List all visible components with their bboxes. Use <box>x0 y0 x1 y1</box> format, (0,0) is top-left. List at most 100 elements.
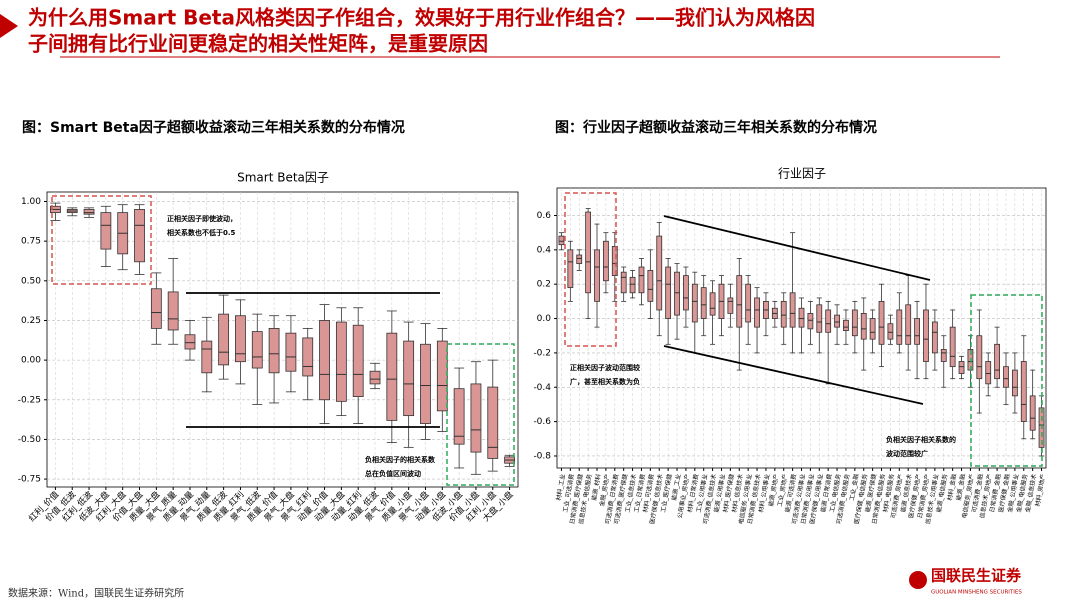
y-tick-label: -0.50 <box>18 435 42 445</box>
box <box>896 309 903 345</box>
box <box>878 300 885 345</box>
chart-title: 行业因子 <box>778 167 826 181</box>
logo-en: GUOLIAN MINSHENG SECURITIES <box>931 590 1022 596</box>
box <box>931 321 938 354</box>
box <box>851 309 858 337</box>
box <box>816 304 823 333</box>
box <box>487 386 499 459</box>
plot-frame <box>46 191 519 488</box>
box <box>700 287 707 319</box>
box <box>985 361 992 385</box>
source: 数据来源：Wind，国联民生证券研究所 <box>8 587 184 600</box>
box <box>905 304 912 345</box>
y-tick-label: -0.6 <box>533 417 551 427</box>
box <box>949 326 956 368</box>
box <box>1029 395 1036 431</box>
box <box>860 312 867 340</box>
slide-title-line: 子间拥有比行业间更稳定的相关性矩阵，是重要原因 <box>28 32 488 56</box>
box <box>576 254 583 264</box>
box <box>665 266 672 319</box>
highlight-box <box>564 192 617 347</box>
annotation: 波动范围较广 <box>886 449 928 458</box>
box <box>976 335 983 380</box>
box <box>825 309 832 333</box>
box <box>352 324 364 397</box>
box <box>453 388 465 445</box>
y-tick-label: 0.25 <box>21 316 41 326</box>
y-tick-label: -0.4 <box>533 383 551 393</box>
box <box>470 383 482 453</box>
box <box>150 288 162 329</box>
box <box>184 334 196 350</box>
y-tick-label: 0.6 <box>537 211 552 221</box>
box <box>83 209 95 215</box>
box <box>638 266 645 294</box>
box <box>558 235 565 246</box>
box <box>567 249 574 289</box>
box <box>789 292 796 328</box>
annotation: 负相关因子相关系数的 <box>886 435 956 444</box>
annotation: 总在负值区间波动 <box>365 469 421 478</box>
annotation: 正相关因子波动范围较 <box>570 363 641 372</box>
highlight-box <box>446 343 515 486</box>
guide-line <box>663 345 924 405</box>
y-tick-label: 0.0 <box>537 314 552 324</box>
box <box>218 313 230 366</box>
box <box>201 340 213 374</box>
box <box>167 291 179 331</box>
guide-line <box>663 215 931 281</box>
box <box>869 318 876 340</box>
box <box>302 337 314 377</box>
y-tick-label: 1.00 <box>21 197 41 207</box>
box <box>603 240 609 282</box>
box <box>594 249 600 302</box>
box <box>691 283 698 323</box>
box <box>656 235 663 311</box>
box <box>268 327 280 374</box>
box <box>914 318 920 345</box>
box <box>923 309 929 362</box>
box <box>134 209 145 263</box>
box <box>736 275 743 328</box>
box <box>674 271 680 316</box>
box <box>727 297 734 314</box>
box <box>386 332 398 421</box>
box <box>754 297 760 328</box>
box <box>887 323 894 340</box>
y-tick-label: 0.75 <box>21 237 41 247</box>
y-tick-label: 0.2 <box>537 280 551 290</box>
y-tick-label: 0.00 <box>21 356 41 366</box>
box <box>1011 369 1018 397</box>
y-tick-label: 0.4 <box>537 245 552 255</box>
box <box>403 340 415 417</box>
highlight-box <box>970 294 1043 467</box>
box <box>834 314 840 328</box>
box <box>369 370 381 385</box>
y-tick-label: -0.25 <box>18 395 41 405</box>
y-tick-label: 0.50 <box>21 276 41 286</box>
box <box>709 292 716 316</box>
box <box>620 271 627 294</box>
box <box>807 312 814 330</box>
box <box>994 343 1000 380</box>
box <box>745 283 752 323</box>
logo: 国联民生证券 <box>931 567 1022 585</box>
box <box>285 332 297 372</box>
chart-title: Smart Beta因子 <box>237 171 329 185</box>
box <box>1003 366 1009 388</box>
box <box>958 361 965 374</box>
box <box>436 340 448 412</box>
caption: 图：行业因子超额收益滚动三年相关系数的分布情况 <box>555 119 877 136</box>
box <box>319 320 330 401</box>
annotation: 广，甚至相关系数为负 <box>570 377 640 386</box>
y-tick-label: -0.75 <box>18 475 41 485</box>
slide-title-line: 为什么用Smart Beta风格类因子作组合，效果好于用行业作组合？——我们认为… <box>28 6 815 30</box>
box <box>100 212 112 250</box>
caption: 图：Smart Beta因子超额收益滚动三年相关系数的分布情况 <box>22 119 405 136</box>
annotation: 相关系数也不低于0.5 <box>167 228 236 237</box>
box <box>647 270 654 302</box>
box <box>251 331 263 369</box>
box <box>585 211 592 294</box>
y-tick-label: -0.8 <box>533 451 551 461</box>
highlight-box <box>51 195 152 285</box>
